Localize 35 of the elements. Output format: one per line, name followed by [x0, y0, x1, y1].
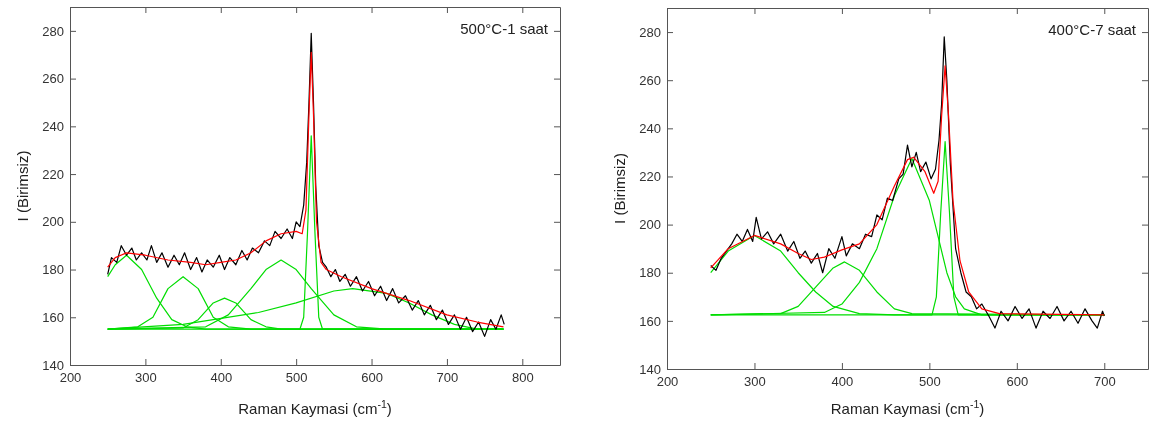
y-tick-label: 160: [42, 309, 64, 325]
x-tick-label: 800: [511, 370, 534, 386]
y-tick-label: 280: [42, 23, 64, 39]
x-tick-label: 600: [1006, 374, 1029, 390]
y-tick-label: 240: [42, 118, 64, 134]
y-tick-label: 180: [639, 265, 661, 281]
x-tick-label: 700: [436, 370, 459, 386]
y-tick-label: 140: [42, 357, 64, 373]
x-tick-label: 400: [831, 374, 854, 390]
x-tick-label: 200: [59, 370, 82, 386]
x-tick-label: 700: [1093, 374, 1116, 390]
y-tick-label: 260: [639, 72, 661, 88]
y-tick-label: 240: [639, 120, 661, 136]
annotation: 500°C-1 saat: [460, 20, 549, 37]
x-tick-label: 200: [656, 374, 679, 390]
y-tick-label: 220: [42, 166, 64, 182]
y-tick-label: 200: [42, 214, 64, 230]
x-axis-title: Raman Kaymasi (cm$^{-1}$): [238, 398, 392, 417]
annotation: 400°C-7 saat: [1048, 21, 1137, 38]
y-tick-label: 280: [639, 24, 661, 40]
y-axis-title: I (Birimsiz): [611, 153, 628, 224]
y-tick-label: 180: [42, 262, 64, 278]
y-tick-label: 140: [639, 361, 661, 377]
y-axis-title: I (Birimsiz): [14, 150, 31, 222]
x-tick-label: 500: [919, 374, 941, 390]
y-tick-label: 160: [639, 313, 661, 329]
y-tick-label: 220: [639, 169, 661, 185]
x-tick-label: 500: [285, 370, 308, 386]
x-tick-label: 400: [210, 370, 233, 386]
x-tick-label: 600: [361, 370, 383, 386]
x-tick-label: 300: [135, 370, 157, 386]
y-tick-label: 200: [639, 217, 661, 233]
y-tick-label: 260: [42, 71, 64, 87]
x-tick-label: 300: [744, 374, 766, 390]
x-axis-title: Raman Kaymasi (cm$^{-1}$): [830, 398, 985, 417]
